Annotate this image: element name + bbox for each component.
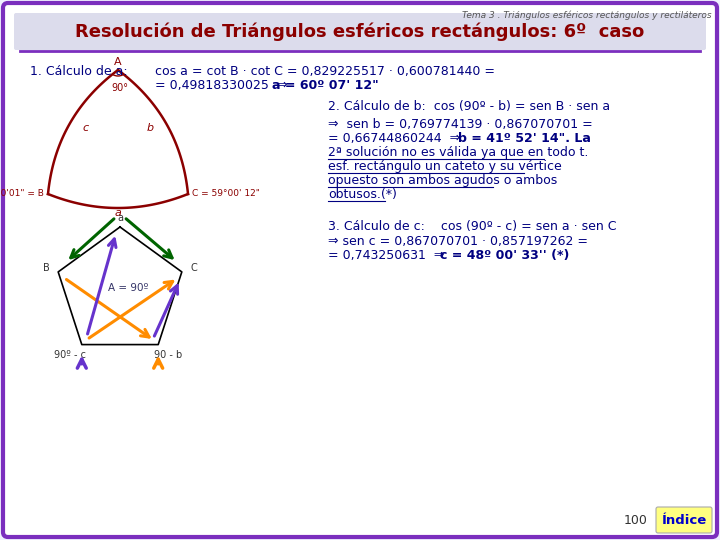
Text: 3. Cálculo de c:    cos (90º - c) = sen a · sen C: 3. Cálculo de c: cos (90º - c) = sen a ·… — [328, 220, 616, 233]
Text: b = 41º 52' 14". La: b = 41º 52' 14". La — [458, 132, 591, 145]
Text: a: a — [114, 208, 122, 218]
Text: ⇒ sen c = 0,867070701 · 0,857197262 =: ⇒ sen c = 0,867070701 · 0,857197262 = — [328, 235, 588, 248]
Text: 1. Cálculo de a:: 1. Cálculo de a: — [30, 65, 127, 78]
Text: a = 60º 07' 12": a = 60º 07' 12" — [272, 79, 379, 92]
Text: b: b — [146, 123, 153, 133]
FancyBboxPatch shape — [14, 13, 706, 50]
FancyBboxPatch shape — [3, 3, 717, 537]
Text: C = 59°00' 12": C = 59°00' 12" — [192, 190, 260, 199]
Text: opuesto son ambos agudos o ambos: opuesto son ambos agudos o ambos — [328, 174, 557, 187]
Text: 2. Cálculo de b:  cos (90º - b) = sen B · sen a: 2. Cálculo de b: cos (90º - b) = sen B ·… — [328, 100, 610, 113]
Text: 2ª solución no es válida ya que en todo t.: 2ª solución no es válida ya que en todo … — [328, 146, 588, 159]
Text: = 0,49818330025  ⇒: = 0,49818330025 ⇒ — [155, 79, 295, 92]
Text: 50°20'01" = B: 50°20'01" = B — [0, 190, 44, 199]
Text: Índice: Índice — [662, 514, 706, 526]
Text: = 0,66744860244  ⇒: = 0,66744860244 ⇒ — [328, 132, 468, 145]
Text: 100: 100 — [624, 514, 648, 526]
Text: c = 48º 00' 33'' (*): c = 48º 00' 33'' (*) — [440, 249, 570, 262]
Text: 90 - b: 90 - b — [154, 349, 182, 360]
Text: C: C — [191, 263, 197, 273]
FancyBboxPatch shape — [656, 507, 712, 533]
Text: 90°: 90° — [112, 83, 128, 93]
Text: a: a — [117, 213, 123, 223]
Text: Tema 3 . Triángulos esféricos rectángulos y rectiláteros: Tema 3 . Triángulos esféricos rectángulo… — [462, 11, 712, 21]
Text: ⇒  sen b = 0,769774139 · 0,867070701 =: ⇒ sen b = 0,769774139 · 0,867070701 = — [328, 118, 593, 131]
Text: Resolución de Triángulos esféricos rectángulos: 6º  caso: Resolución de Triángulos esféricos rectá… — [76, 23, 644, 41]
Text: c: c — [83, 123, 89, 133]
Text: obtusos.(*): obtusos.(*) — [328, 188, 397, 201]
Text: = 0,743250631  ⇒: = 0,743250631 ⇒ — [328, 249, 452, 262]
Text: cos a = cot B · cot C = 0,829225517 · 0,600781440 =: cos a = cot B · cot C = 0,829225517 · 0,… — [155, 65, 495, 78]
Text: esf. rectángulo un cateto y su vértice: esf. rectángulo un cateto y su vértice — [328, 160, 562, 173]
Text: A = 90º: A = 90º — [108, 283, 148, 293]
Text: A: A — [114, 57, 122, 67]
Text: 90º - c: 90º - c — [54, 349, 86, 360]
Text: B: B — [42, 263, 50, 273]
